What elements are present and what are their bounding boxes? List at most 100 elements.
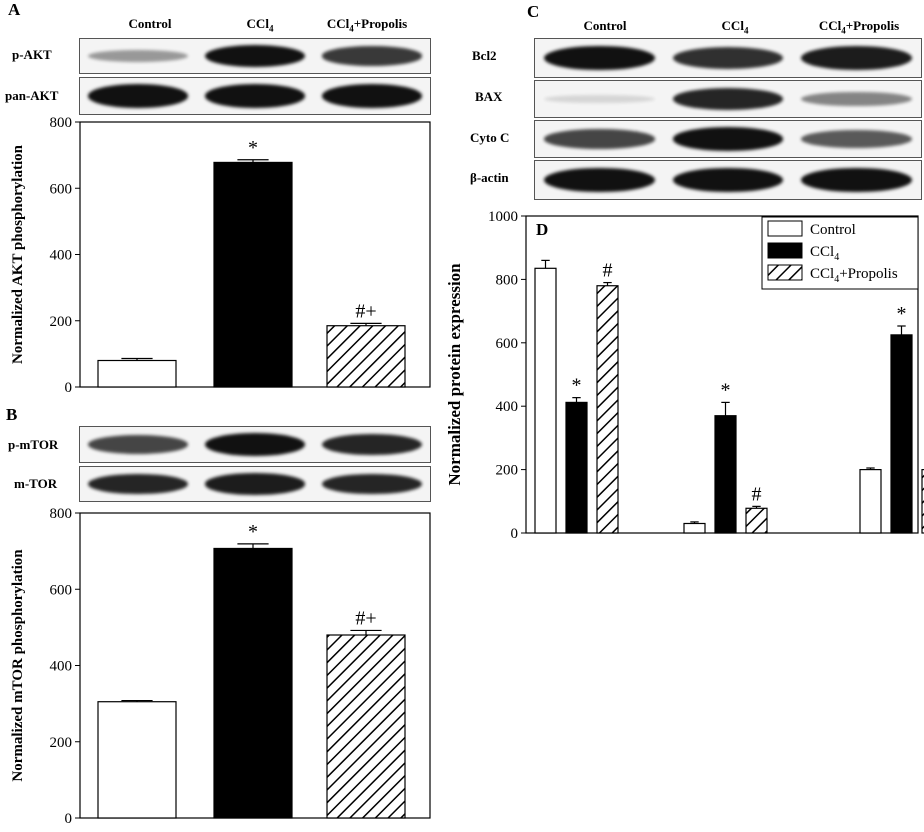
blot-bax bbox=[534, 80, 922, 118]
blot-cyto-c bbox=[534, 120, 922, 158]
blot-band bbox=[672, 127, 784, 151]
lane-label-c-control: Control bbox=[583, 18, 627, 33]
y-tick-label: 400 bbox=[50, 659, 73, 675]
y-tick-label: 600 bbox=[50, 582, 73, 598]
y-axis-title: Normalized mTOR phosphorylation bbox=[10, 549, 26, 782]
blot-beta-actin bbox=[534, 160, 922, 200]
blot-band bbox=[204, 433, 306, 456]
panel-letter-d: D bbox=[536, 220, 548, 239]
x-category-label: Cyto C bbox=[876, 542, 924, 545]
significance-marker: # bbox=[603, 260, 613, 282]
blot-bcl2 bbox=[534, 38, 922, 78]
blot-band bbox=[801, 167, 912, 193]
chart-akt-phosphorylation: 0 200 400 600 800 Normalized AKT phosphorylat… bbox=[10, 115, 431, 396]
blot-band bbox=[88, 49, 189, 63]
y-tick-label: 200 bbox=[50, 314, 73, 330]
significance-marker: * bbox=[897, 303, 907, 325]
y-tick-label: 800 bbox=[50, 115, 73, 131]
significance-marker: * bbox=[248, 521, 258, 543]
blot-m-tor bbox=[79, 466, 431, 502]
blot-p-mtor bbox=[79, 426, 431, 463]
bar bbox=[97, 701, 177, 819]
y-tick-label: 400 bbox=[496, 399, 519, 415]
blot-label-p-mtor: p-mTOR bbox=[8, 437, 59, 452]
legend-swatch bbox=[767, 264, 803, 281]
blot-label-bax: BAX bbox=[475, 89, 503, 104]
legend-label: CCl4 bbox=[810, 244, 839, 263]
blot-band bbox=[204, 84, 306, 108]
bar bbox=[714, 415, 737, 534]
significance-marker: #+ bbox=[355, 300, 376, 322]
bar bbox=[745, 507, 768, 534]
significance-marker: * bbox=[721, 379, 731, 401]
bar bbox=[890, 334, 913, 534]
blot-label-cyto-c: Cyto C bbox=[470, 130, 510, 145]
bar bbox=[921, 469, 924, 534]
lane-label-a-control: Control bbox=[128, 16, 172, 31]
y-tick-label: 600 bbox=[496, 336, 519, 352]
panel-letter-c: C bbox=[527, 2, 540, 21]
blot-band bbox=[801, 130, 912, 148]
lane-label-c-ccl4: CCl4 bbox=[721, 18, 749, 36]
lane-label-a-ccl4: CCl4 bbox=[246, 16, 274, 34]
blot-band bbox=[88, 473, 189, 495]
bar bbox=[213, 547, 293, 819]
blot-band bbox=[672, 88, 784, 110]
panel-letter-a: A bbox=[8, 0, 21, 19]
blot-band bbox=[321, 473, 422, 495]
blot-label-bcl2: Bcl2 bbox=[472, 48, 497, 63]
legend-swatch bbox=[767, 242, 803, 259]
chart-mtor-phosphorylation: 0 200 400 600 800 Normalized mTOR phosphoryla… bbox=[10, 506, 431, 827]
blot-p-akt bbox=[79, 38, 431, 74]
blot-band bbox=[88, 435, 189, 454]
blot-band bbox=[672, 167, 784, 193]
blot-band bbox=[544, 45, 655, 71]
legend-label: CCl4+Propolis bbox=[810, 266, 898, 285]
blot-label-p-akt: p-AKT bbox=[12, 47, 52, 62]
bar bbox=[326, 325, 406, 388]
blot-band bbox=[204, 473, 306, 495]
y-tick-label: 1000 bbox=[488, 209, 518, 225]
significance-marker: # bbox=[752, 483, 762, 505]
blot-band bbox=[321, 46, 422, 66]
bar bbox=[596, 285, 619, 534]
x-category-label: BAX bbox=[708, 542, 745, 545]
blot-band bbox=[544, 95, 655, 103]
bar bbox=[326, 634, 406, 819]
significance-marker: #+ bbox=[355, 607, 376, 629]
y-tick-label: 200 bbox=[50, 735, 73, 751]
y-tick-label: 600 bbox=[50, 181, 73, 197]
y-tick-label: 800 bbox=[50, 506, 73, 522]
blot-band bbox=[204, 44, 306, 68]
blot-band bbox=[672, 46, 784, 70]
bar bbox=[213, 161, 293, 388]
blot-band bbox=[544, 167, 655, 193]
blot-pan-akt bbox=[79, 77, 431, 115]
legend-label: Control bbox=[810, 222, 856, 238]
blot-band bbox=[88, 84, 189, 108]
y-axis-title: Normalized protein expression bbox=[445, 263, 464, 486]
blot-band bbox=[801, 46, 912, 70]
blot-band bbox=[801, 91, 912, 107]
blot-band bbox=[544, 129, 655, 149]
blot-band bbox=[321, 84, 422, 108]
x-category-label: Bcl2 bbox=[560, 542, 592, 545]
lane-label-a-propolis: CCl4+Propolis bbox=[326, 16, 408, 34]
blot-label-pan-akt: pan-AKT bbox=[5, 88, 59, 103]
chart-protein-expression: 0 200 400 600 800 1000 Normalized protein expr… bbox=[445, 209, 924, 545]
y-tick-label: 0 bbox=[65, 380, 73, 396]
blot-band bbox=[321, 433, 422, 456]
bar bbox=[683, 522, 706, 534]
significance-marker: * bbox=[248, 137, 258, 159]
significance-marker: * bbox=[572, 375, 582, 397]
y-tick-label: 0 bbox=[65, 811, 73, 827]
bar bbox=[565, 401, 588, 534]
y-tick-label: 200 bbox=[496, 463, 519, 479]
y-axis-title: Normalized AKT phosphorylation bbox=[10, 144, 26, 364]
bar bbox=[534, 267, 557, 534]
lane-label-c-propolis: CCl4+Propolis bbox=[818, 18, 900, 36]
blot-label-beta-actin: β-actin bbox=[470, 170, 509, 185]
y-tick-label: 0 bbox=[511, 526, 519, 542]
bar bbox=[97, 359, 177, 388]
y-tick-label: 400 bbox=[50, 248, 73, 264]
